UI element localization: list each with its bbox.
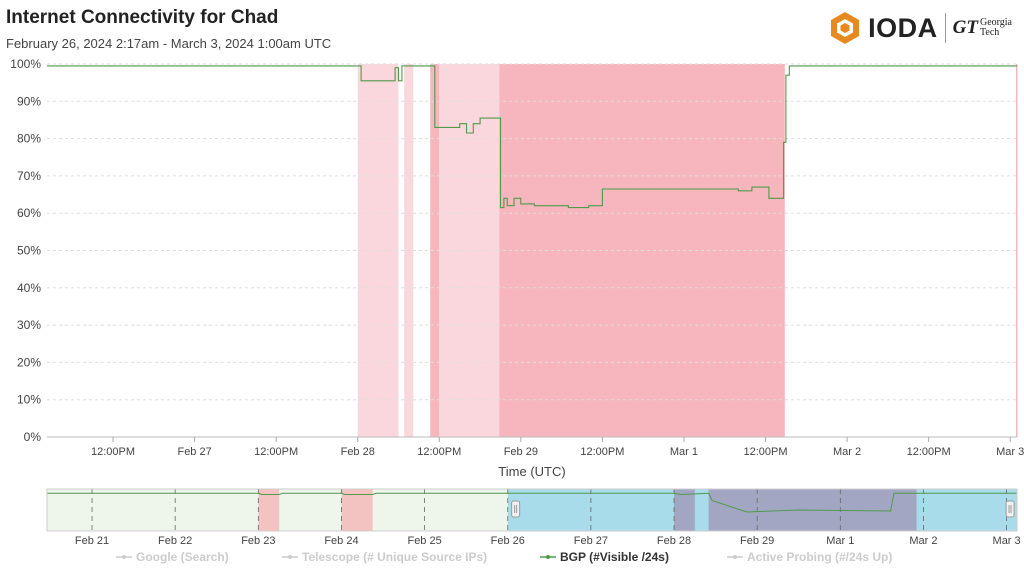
navigator-handle[interactable] bbox=[511, 500, 521, 518]
navigator-tick-label: Feb 21 bbox=[75, 535, 109, 547]
navigator-tick-label: Feb 23 bbox=[241, 535, 275, 547]
legend-item[interactable]: Telescope (# Unique Source IPs) bbox=[282, 550, 487, 564]
navigator-tick-label: Feb 26 bbox=[491, 535, 525, 547]
outage-band bbox=[430, 64, 440, 437]
x-tick-label: 12:00PM bbox=[91, 446, 135, 458]
y-tick-label: 40% bbox=[17, 281, 41, 295]
legend: Google (Search) Telescope (# Unique Sourc… bbox=[116, 550, 892, 564]
series-layer[interactable] bbox=[47, 65, 1017, 209]
x-tick-label: 12:00PM bbox=[907, 446, 951, 458]
y-tick-label: 20% bbox=[17, 355, 41, 369]
x-tick-label: Mar 1 bbox=[670, 446, 698, 458]
x-tick-label: 12:00PM bbox=[744, 446, 788, 458]
gt-mark: GT bbox=[952, 17, 978, 38]
x-axis-title: Time (UTC) bbox=[498, 464, 565, 479]
x-tick-label: 12:00PM bbox=[580, 446, 624, 458]
y-tick-label: 50% bbox=[17, 244, 41, 258]
legend-label: Telescope (# Unique Source IPs) bbox=[302, 550, 487, 564]
time-navigator[interactable]: Feb 21 Feb 22 Feb 23 Feb 24 Feb 25 Feb 26 Feb … bbox=[46, 488, 1021, 547]
legend-marker bbox=[733, 555, 737, 559]
navigator-tick-label: Mar 2 bbox=[909, 535, 937, 547]
date-range-subtitle: February 26, 2024 2:17am - March 3, 2024… bbox=[6, 36, 332, 51]
legend-marker bbox=[288, 555, 292, 559]
legend-label: Active Probing (#/24s Up) bbox=[747, 550, 892, 564]
ioda-hexagon-icon bbox=[831, 12, 860, 44]
grid-lines bbox=[47, 63, 1017, 438]
georgia-tech-logo: GT Georgia Tech bbox=[953, 17, 1012, 39]
navigator-region bbox=[258, 489, 280, 531]
legend-label: Google (Search) bbox=[136, 550, 229, 564]
navigator-tick-label: Mar 3 bbox=[993, 535, 1021, 547]
y-tick-label: 90% bbox=[17, 94, 41, 108]
ioda-logo: IODA GT Georgia Tech bbox=[827, 10, 1012, 46]
legend-item[interactable]: BGP (#Visible /24s) bbox=[540, 550, 669, 564]
legend-marker bbox=[546, 555, 550, 559]
x-tick-label: Feb 29 bbox=[504, 446, 538, 458]
legend-item[interactable]: Active Probing (#/24s Up) bbox=[727, 550, 892, 564]
navigator-tick-label: Feb 27 bbox=[574, 535, 608, 547]
y-tick-label: 0% bbox=[24, 430, 42, 444]
georgia-text: Georgia bbox=[979, 17, 1012, 28]
y-tick-label: 80% bbox=[17, 132, 41, 146]
x-tick-label: 12:00PM bbox=[417, 446, 461, 458]
navigator-tick-label: Feb 22 bbox=[158, 535, 192, 547]
x-tick-label: Mar 2 bbox=[833, 446, 861, 458]
ioda-logo-text: IODA bbox=[868, 12, 938, 43]
navigator-tick-label: Mar 1 bbox=[826, 535, 854, 547]
x-tick-label: Feb 28 bbox=[341, 446, 375, 458]
bgp-series-line bbox=[47, 65, 1017, 209]
x-tick-label: Feb 27 bbox=[177, 446, 211, 458]
x-axis: 12:00PM Feb 27 12:00PM Feb 28 12:00PM Feb 29 1… bbox=[91, 437, 1024, 458]
navigator-handle[interactable] bbox=[1005, 500, 1015, 518]
navigator-tick-label: Feb 25 bbox=[407, 535, 441, 547]
legend-label: BGP (#Visible /24s) bbox=[560, 550, 669, 564]
legend-item[interactable]: Google (Search) bbox=[116, 550, 229, 564]
navigator-region bbox=[341, 489, 373, 531]
legend-marker bbox=[122, 555, 126, 559]
navigator-tick-label: Feb 29 bbox=[740, 535, 774, 547]
navigator-tick-label: Feb 24 bbox=[324, 535, 358, 547]
x-tick-label: 12:00PM bbox=[254, 446, 298, 458]
outage-band-edge bbox=[1016, 64, 1018, 437]
y-tick-label: 60% bbox=[17, 206, 41, 220]
navigator-tick-label: Feb 28 bbox=[657, 535, 691, 547]
y-tick-label: 30% bbox=[17, 318, 41, 332]
y-tick-label: 70% bbox=[17, 169, 41, 183]
x-tick-label: Mar 3 bbox=[996, 446, 1024, 458]
tech-text: Tech bbox=[979, 27, 1000, 38]
page-title: Internet Connectivity for Chad bbox=[6, 7, 279, 28]
y-tick-label: 10% bbox=[17, 393, 41, 407]
logo-divider bbox=[944, 13, 946, 43]
navigator-series-line bbox=[47, 492, 1017, 513]
navigator-frame bbox=[46, 488, 1018, 532]
y-axis: 0% 10% 20% 30% 40% 50% 60% 70% 80% 90% 100% bbox=[10, 57, 41, 444]
navigator-region bbox=[674, 489, 695, 531]
y-tick-label: 100% bbox=[10, 57, 41, 71]
